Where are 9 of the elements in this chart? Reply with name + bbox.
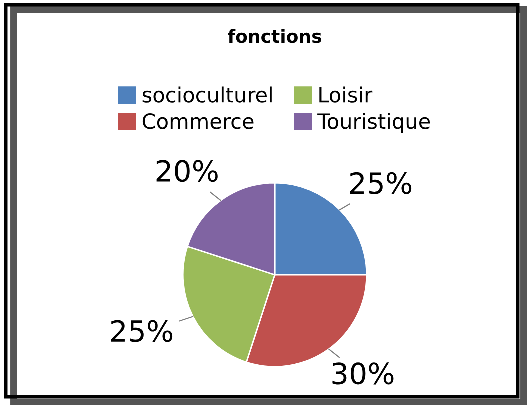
- data-label: 30%: [332, 362, 394, 385]
- legend-label: socioculturel: [142, 86, 272, 103]
- legend-label: Commerce: [142, 114, 254, 130]
- data-label: 20%: [156, 160, 218, 182]
- legend-label: Loisir: [320, 86, 373, 103]
- data-label: 25%: [111, 320, 173, 342]
- legend-label: Touristique: [318, 113, 430, 134]
- data-label: 25%: [350, 172, 412, 194]
- chart-title: fonctions: [228, 29, 322, 44]
